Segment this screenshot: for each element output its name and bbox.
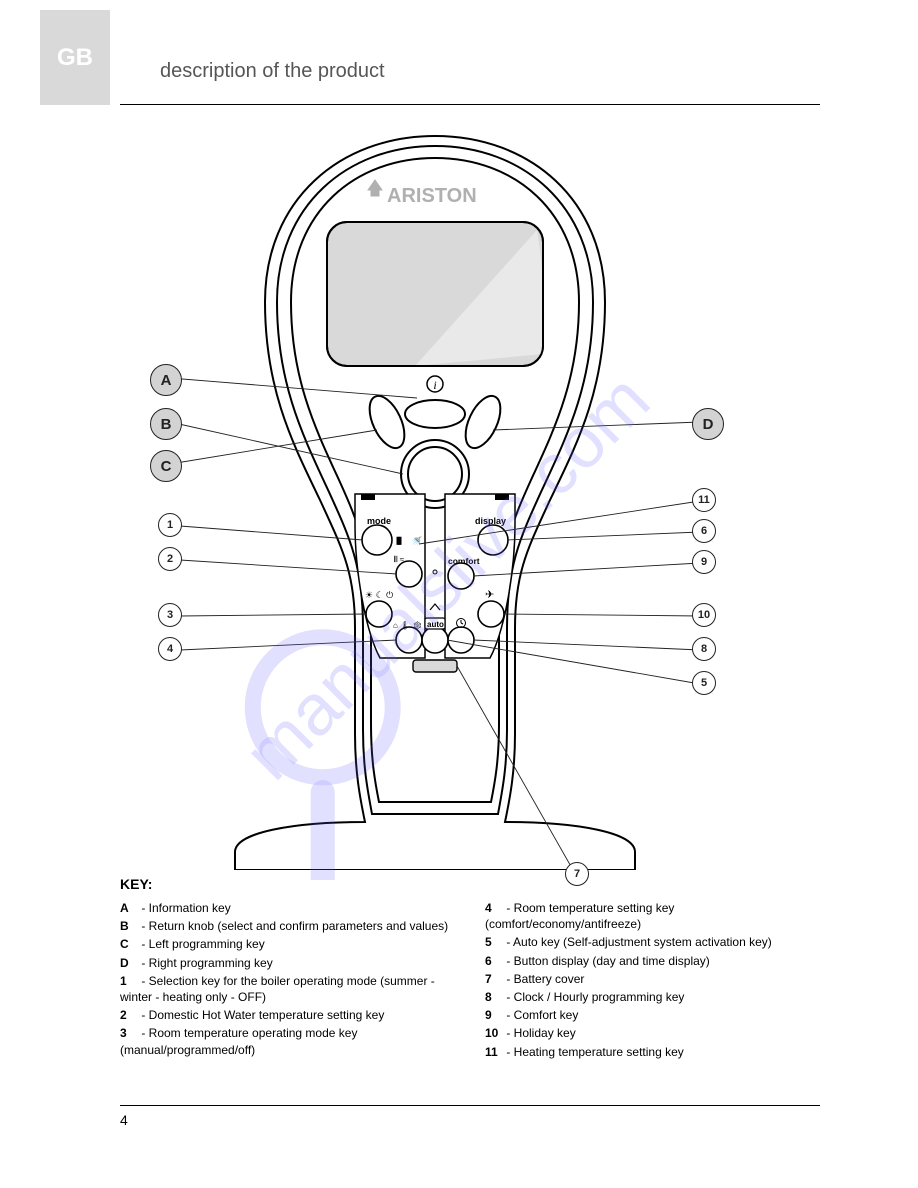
svg-text:i: i [433,378,436,392]
callout-4: 4 [158,637,182,661]
room-mode-button [366,601,392,627]
rule-top [120,104,820,105]
callout-C: C [150,450,182,482]
callout-1: 1 [158,513,182,537]
info-button [405,400,465,428]
rule-bottom [120,1105,820,1106]
callout-2: 2 [158,547,182,571]
svg-text:☀ ☾ ⏻: ☀ ☾ ⏻ [365,590,393,600]
clock-button [448,627,474,653]
callout-3: 3 [158,603,182,627]
lang-tab: GB [40,10,110,105]
callout-8: 8 [692,637,716,661]
page-number: 4 [120,1112,128,1128]
svg-text:🚿: 🚿 [411,535,422,546]
auto-button [422,627,448,653]
display-button [478,525,508,555]
page: GB description of the product ARISTON i [0,0,918,1188]
callout-11: 11 [692,488,716,512]
callout-9: 9 [692,550,716,574]
device-figure: ARISTON i [155,130,715,870]
dhw-temp-button [396,561,422,587]
comfort-button [448,563,474,589]
rotary-knob-inner [408,447,462,501]
battery-cover [413,660,457,672]
callout-B: B [150,408,182,440]
svg-text:auto: auto [427,620,444,629]
callout-A: A [150,364,182,396]
key-heading: KEY: [120,876,152,892]
callout-5: 5 [692,671,716,695]
device-svg: ARISTON i [155,130,715,870]
svg-text:✈: ✈ [485,589,494,601]
callout-10: 10 [692,603,716,627]
key-list: A - Information key B - Return knob (sel… [120,900,820,1061]
holiday-button [478,601,504,627]
room-temp-button [396,627,422,653]
callout-6: 6 [692,519,716,543]
page-title: description of the product [160,60,385,83]
svg-text:⌂ 🌡 ❄: ⌂ 🌡 ❄ [393,621,423,630]
callout-D: D [692,408,724,440]
callout-7: 7 [565,862,589,886]
svg-text:𝄃𝄃 ≈: 𝄃𝄃 ≈ [394,555,405,564]
mode-button [362,525,392,555]
brand-text: ARISTON [387,185,477,207]
